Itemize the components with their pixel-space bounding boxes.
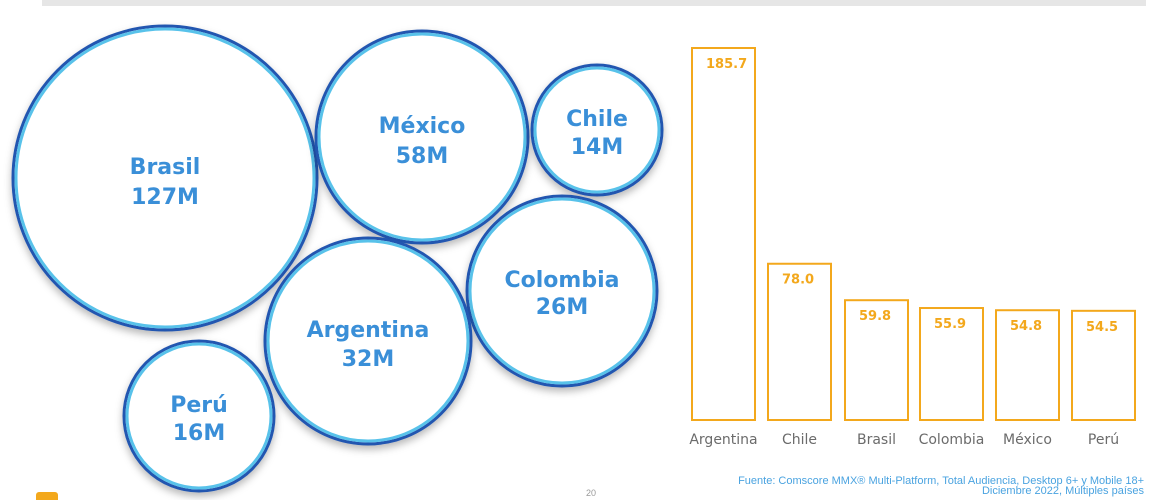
bubble-argentina: Argentina 32M [263, 236, 473, 446]
bubble-inner-ring [317, 32, 527, 242]
source-line-2: Diciembre 2022, Múltiples países [981, 485, 1144, 497]
bar-rect [844, 299, 909, 421]
bar-category-label: México [1003, 432, 1052, 448]
bar-rect [919, 307, 984, 421]
bubble-brasil: Brasil 127M [11, 24, 319, 332]
bubble-outer-ring [465, 194, 659, 388]
bubble-perú: Perú 16M [122, 339, 276, 493]
bar-méxico: 54.8 México [995, 309, 1060, 448]
bar-category-label: Chile [782, 432, 817, 448]
bubble-inner-ring [266, 239, 470, 443]
bar-rect [1071, 309, 1136, 422]
bar-category-label: Brasil [857, 432, 896, 448]
bar-value-label: 54.8 [1010, 319, 1042, 334]
bubble-outer-ring [11, 24, 319, 332]
source-line-1: Fuente: Comscore MMX® Multi-Platform, To… [738, 475, 1144, 487]
bubble-value: 26M [536, 295, 589, 320]
bar-rect [691, 47, 756, 421]
logo-mark [36, 492, 58, 500]
bubble-outer-ring [122, 339, 276, 493]
bar-value-label: 59.8 [859, 309, 891, 324]
bar-chile: 78.0 Chile [767, 262, 832, 448]
bubble-label: Argentina [307, 318, 430, 343]
bar-value-label: 185.7 [706, 57, 747, 72]
bubble-méxico: México 58M [314, 29, 530, 245]
bubble-label: Brasil [130, 155, 201, 180]
bubble-label: Chile [566, 107, 628, 132]
bubble-value: 127M [131, 185, 199, 210]
bar-value-label: 54.5 [1086, 320, 1118, 335]
bubble-label: Colombia [505, 268, 620, 293]
bar-category-label: Perú [1088, 432, 1119, 448]
bubble-inner-ring [14, 27, 316, 329]
bubble-inner-ring [468, 197, 656, 385]
bubble-chile: Chile 14M [530, 63, 664, 197]
bar-chart: 185.7 Argentina 78.0 Chile 59.8 Brasil 55.9 Col… [689, 47, 1136, 448]
bar-value-label: 55.9 [934, 317, 966, 332]
bubble-label: México [379, 114, 466, 139]
bubble-inner-ring [125, 342, 273, 490]
bar-argentina: 185.7 Argentina [689, 47, 758, 448]
bubble-outer-ring [530, 63, 664, 197]
bubble-inner-ring [533, 66, 661, 194]
bar-category-label: Argentina [689, 432, 757, 448]
top-band [42, 0, 1146, 6]
bar-rect [767, 262, 832, 421]
bar-brasil: 59.8 Brasil [844, 299, 909, 448]
source-note: Fuente: Comscore MMX® Multi-Platform, To… [738, 475, 1144, 497]
page-number: 20 [586, 488, 597, 498]
bar-value-label: 78.0 [782, 273, 814, 288]
bar-category-label: Colombia [919, 432, 985, 448]
bubble-value: 32M [342, 347, 395, 372]
bubble-outer-ring [314, 29, 530, 245]
bar-rect [995, 309, 1060, 421]
bar-colombia: 55.9 Colombia [919, 307, 985, 448]
bubble-value: 58M [396, 144, 449, 169]
bubble-chart: Brasil127MMéxico58MChile14MColombia26MAr… [11, 24, 664, 493]
bubble-value: 14M [571, 135, 624, 160]
bubble-outer-ring [263, 236, 473, 446]
bar-perú: 54.5 Perú [1071, 309, 1136, 448]
bubble-value: 16M [173, 421, 226, 446]
bubble-label: Perú [170, 393, 228, 418]
